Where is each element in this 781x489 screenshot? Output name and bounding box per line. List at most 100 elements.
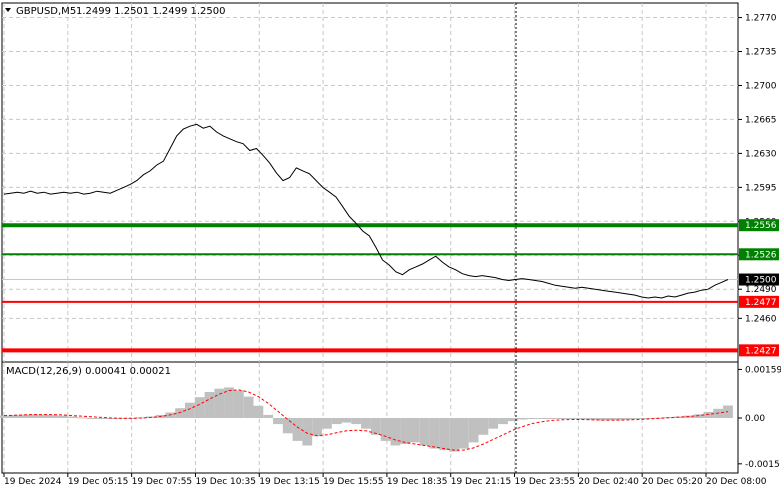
macd-bar: [38, 414, 48, 418]
macd-bar: [468, 418, 479, 443]
macd-bar: [175, 408, 185, 418]
macd-bar: [194, 397, 205, 418]
macd-bar: [566, 418, 577, 419]
macd-bar: [625, 418, 636, 420]
time-tick-label: 19 Dec 23:55: [515, 477, 576, 487]
macd-bar: [233, 390, 244, 418]
time-tick-label: 19 Dec 07:55: [132, 477, 193, 487]
macd-bar: [273, 418, 283, 425]
macd-bar: [595, 418, 606, 421]
level-price-label: 1.2477: [745, 298, 777, 308]
price-tick-label: 1.2700: [745, 81, 777, 91]
macd-bar: [351, 418, 362, 425]
level-price-label: 1.2500: [745, 276, 777, 286]
triangle-down-icon[interactable]: [5, 8, 11, 12]
level-price-tag: [739, 219, 779, 232]
macd-bar: [292, 418, 303, 441]
macd-bar: [644, 418, 655, 419]
macd-bar: [556, 418, 567, 419]
grid-lines: [2, 3, 738, 473]
time-tick-label: 20 Dec 08:00: [706, 477, 767, 487]
macd-bar: [322, 418, 332, 429]
price-series: [3, 123, 729, 299]
macd-bar: [400, 418, 410, 444]
macd-bar: [390, 418, 401, 446]
price-axis[interactable]: 1.2770 1.2735 1.2700 1.2665 1.2630 1.2595 1.25…: [738, 14, 779, 357]
macd-bar: [341, 418, 352, 423]
macd-bar: [419, 418, 430, 446]
macd-bar: [361, 418, 371, 429]
macd-bar: [449, 418, 459, 452]
macd-bar: [57, 415, 68, 418]
time-tick-label: 19 Dec 10:35: [195, 477, 256, 487]
macd-bar: [331, 418, 342, 425]
macd-axis[interactable]: 0.00159 0.00 -0.0015: [738, 365, 781, 470]
macd-bar: [0, 415, 9, 418]
macd-bar: [527, 418, 538, 419]
macd-bar: [28, 414, 39, 418]
macd-bar: [517, 418, 528, 420]
level-price-tag: [739, 273, 779, 286]
price-tick-label: 1.2490: [745, 285, 777, 295]
symbol-label: GBPUSD,M5: [16, 6, 76, 17]
macd-bar: [703, 411, 714, 418]
macd-bar: [77, 417, 88, 419]
level-price-tag: [739, 248, 779, 261]
level-price-label: 1.2526: [745, 250, 777, 260]
level-price-label: 1.2556: [745, 221, 777, 231]
time-tick-label: 19 Dec 18:35: [387, 477, 448, 487]
macd-tick-label: 0.00: [745, 414, 765, 424]
price-tick-label: 1.2630: [745, 149, 777, 159]
macd-bar: [693, 414, 704, 418]
macd-bar: [253, 405, 264, 418]
macd-bar: [507, 418, 518, 422]
macd-bar: [410, 418, 420, 443]
time-tick-label: 19 Dec 15:55: [323, 477, 384, 487]
macd-bar: [635, 418, 645, 419]
macd-series: [0, 387, 733, 452]
macd-bar: [185, 402, 195, 418]
macd-bar: [282, 418, 293, 434]
macd-bar: [537, 418, 547, 419]
macd-bar: [586, 418, 596, 420]
time-axis[interactable]: 19 Dec 2024 19 Dec 05:15 19 Dec 07:55 19 De…: [3, 473, 767, 487]
macd-signal-line: [3, 389, 729, 451]
macd-bar: [67, 416, 78, 418]
level-price-tag: [739, 344, 779, 357]
macd-bar: [654, 417, 665, 419]
macd-bar: [48, 414, 58, 418]
price-tick-label: 1.2735: [745, 48, 777, 58]
macd-bar: [224, 387, 234, 418]
macd-bar: [439, 418, 450, 451]
price-tick-label: 1.2665: [745, 115, 777, 125]
macd-bar: [96, 418, 107, 419]
macd-bar: [312, 418, 322, 437]
macd-bar: [615, 418, 626, 421]
macd-bar: [478, 418, 489, 435]
macd-bar: [243, 396, 254, 418]
macd-bar: [458, 418, 469, 449]
macd-bar: [605, 418, 616, 421]
price-levels[interactable]: [2, 223, 738, 353]
time-tick-label: 19 Dec 05:15: [68, 477, 129, 487]
price-tick-label: 1.2460: [745, 314, 777, 324]
macd-bar: [204, 392, 215, 418]
time-tick-label: 19 Dec 2024: [4, 477, 62, 487]
macd-bar: [8, 414, 19, 418]
price-tick-label: 1.2770: [745, 14, 777, 24]
macd-tick-label: 0.00159: [745, 365, 781, 375]
macd-bar: [576, 418, 587, 420]
level-price-label: 1.2427: [745, 346, 777, 356]
price-line: [3, 123, 729, 299]
price-tick-label: 1.2595: [745, 183, 777, 193]
macd-bar: [488, 418, 499, 429]
level-price-tag: [739, 295, 779, 308]
time-tick-label: 20 Dec 02:40: [578, 477, 639, 487]
macd-bar: [370, 418, 381, 435]
macd-tick-label: -0.0015: [745, 460, 780, 470]
time-tick-label: 19 Dec 13:15: [259, 477, 320, 487]
macd-bar: [263, 414, 274, 418]
macd-bar: [498, 418, 508, 425]
